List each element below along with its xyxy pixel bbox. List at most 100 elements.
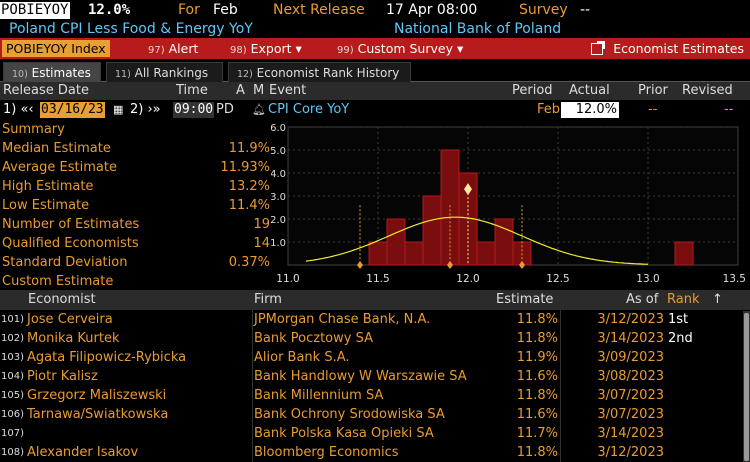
summary-row: Qualified Economists 14 — [2, 236, 270, 251]
event-name[interactable]: CPI Core YoY — [268, 102, 350, 117]
tab-economist-rank-history[interactable]: 12) Economist Rank History — [228, 62, 411, 82]
for-label: For — [178, 2, 200, 18]
histogram-bar — [674, 241, 694, 266]
economist-name[interactable]: Tarnawa/Swiatkowska — [27, 407, 169, 422]
col-economist[interactable]: Economist — [28, 292, 96, 307]
estimate-value: 11.8% — [516, 445, 558, 460]
histogram-bar — [422, 195, 442, 266]
calendar-icon[interactable]: ▦ — [113, 103, 124, 116]
security-header: POBIEYOY 12.0% For Feb Next Release 17 A… — [0, 0, 750, 21]
col-revised[interactable]: Revised — [682, 83, 733, 98]
economist-estimates-button[interactable]: Economist Estimates — [591, 38, 744, 59]
ticker[interactable]: POBIEYOY — [0, 2, 71, 19]
rank: 1st — [668, 312, 689, 327]
as-of-date: 3/07/2023 — [560, 405, 664, 424]
scrollbar-thumb[interactable] — [744, 313, 749, 461]
col-rank[interactable]: Rank — [667, 292, 700, 307]
index-label[interactable]: POBIEYOY Index — [2, 40, 110, 57]
time-input[interactable]: 09:00 — [173, 102, 215, 118]
scrollbar[interactable] — [743, 311, 750, 462]
as-of-date: 3/14/2023 — [560, 424, 664, 443]
as-of-date: 3/07/2023 — [560, 386, 664, 405]
export-button[interactable]: 98) Export ▾ — [230, 41, 302, 56]
table-row[interactable]: 107) Bank Polska Kasa Opieki SA 11.7% 3/14/… — [0, 424, 750, 443]
x-tick-label: 13.5 — [723, 273, 746, 285]
time-suffix: PD — [216, 102, 234, 117]
histogram-bar — [476, 241, 496, 266]
external-link-icon — [591, 41, 606, 55]
sort-ascending-icon[interactable]: ↑ — [712, 292, 723, 307]
economist-name[interactable]: Grzegorz Maliszewski — [27, 388, 167, 403]
x-tick-label: 11.5 — [366, 273, 389, 285]
table-row[interactable]: 106) Tarnawa/Swiatkowska Bank Ochrony Srod… — [0, 405, 750, 424]
table-row[interactable]: 108) Alexander Isakov Bloomberg Economics 1… — [0, 443, 750, 462]
release-date-input[interactable]: 03/16/23 — [40, 102, 105, 118]
table-row[interactable]: 102) Monika Kurtek Bank Pocztowy SA 11.8% 3/… — [0, 329, 750, 348]
economist-name[interactable]: Alexander Isakov — [27, 445, 139, 460]
table-row[interactable]: 105) Grzegorz Maliszewski Bank Millennium … — [0, 386, 750, 405]
col-release-date[interactable]: Release Date — [3, 83, 89, 98]
event-actual: 12.0% — [561, 102, 619, 118]
summary-panel: Summary Median Estimate 11.9% Average Est… — [0, 120, 271, 290]
toolbar: POBIEYOY Index 97) Alert 98) Export ▾ 99… — [0, 38, 750, 59]
table-row[interactable]: 104) Piotr Kalisz Bank Handlowy W Warszawi… — [0, 367, 750, 386]
y-tick-label: 1.0 — [271, 238, 286, 249]
x-tick-label: 12.5 — [546, 273, 569, 285]
prev-date-button[interactable]: 1) «‹ — [3, 102, 34, 117]
firm-name[interactable]: Bank Handlowy W Warszawie SA — [252, 367, 467, 386]
col-time[interactable]: Time — [176, 83, 208, 98]
estimate-distribution-chart: 1.0 2.0 3.0 4.0 5.0 6.0 11.0 11.5 12.0 12.5 13.0 13… — [271, 123, 746, 285]
as-of-date: 3/12/2023 — [560, 310, 664, 329]
economist-name[interactable]: Piotr Kalisz — [27, 369, 98, 384]
table-header: Economist Firm Estimate As of Rank ↑ — [0, 290, 750, 310]
col-firm[interactable]: Firm — [254, 292, 282, 307]
next-date-button[interactable]: 2) ›» — [130, 102, 161, 117]
next-release-label: Next Release — [273, 2, 365, 18]
bell-icon[interactable]: 🔔︎ — [252, 103, 266, 116]
col-actual[interactable]: Actual — [569, 83, 610, 98]
summary-title: Summary — [2, 122, 65, 137]
event-revised: -- — [724, 102, 734, 117]
firm-name[interactable]: Bank Ochrony Srodowiska SA — [252, 405, 445, 424]
firm-name[interactable]: Bloomberg Economics — [252, 443, 399, 462]
economist-name[interactable]: Agata Filipowicz-Rybicka — [27, 350, 187, 365]
col-estimate[interactable]: Estimate — [496, 292, 554, 307]
normal-distribution-curve — [305, 216, 649, 265]
table-row[interactable]: 103) Agata Filipowicz-Rybicka Alior Bank S… — [0, 348, 750, 367]
summary-row: Low Estimate 11.4% — [2, 198, 270, 213]
survey-label: Survey — [519, 2, 568, 18]
col-as-of[interactable]: As of — [626, 292, 659, 307]
source: National Bank of Poland — [394, 21, 562, 37]
as-of-date: 3/08/2023 — [560, 367, 664, 386]
row-number: 104) — [1, 371, 24, 382]
median-marker — [447, 261, 453, 269]
alert-button[interactable]: 97) Alert — [148, 41, 199, 56]
firm-name[interactable]: Bank Pocztowy SA — [252, 329, 373, 348]
firm-name[interactable]: Bank Millennium SA — [252, 386, 384, 405]
row-number: 101) — [1, 314, 24, 325]
histogram-bar — [368, 241, 388, 266]
y-tick-label: 5.0 — [271, 146, 286, 157]
summary-row[interactable]: Custom Estimate — [2, 274, 114, 289]
economist-name[interactable]: Monika Kurtek — [27, 331, 120, 346]
high-marker — [519, 261, 525, 269]
firm-name[interactable]: Bank Polska Kasa Opieki SA — [252, 424, 434, 443]
histogram-bar — [386, 218, 406, 266]
firm-name[interactable]: Alior Bank S.A. — [252, 348, 350, 367]
custom-survey-button[interactable]: 99) Custom Survey ▾ — [337, 41, 464, 56]
security-description: Poland CPI Less Food & Energy YoY Nation… — [0, 21, 750, 38]
col-event[interactable]: Event — [269, 83, 307, 98]
estimate-value: 11.7% — [516, 426, 558, 441]
for-value: Feb — [213, 2, 238, 18]
col-prior[interactable]: Prior — [638, 83, 668, 98]
event-row: 1) «‹ 03/16/23 ▦ 2) ›» 09:00 PD 🔔︎ CPI C… — [0, 100, 750, 120]
tab-all-rankings[interactable]: 11) All Rankings — [106, 62, 223, 82]
firm-name[interactable]: JPMorgan Chase Bank, N.A. — [252, 310, 431, 329]
x-tick-label: 13.0 — [636, 273, 659, 285]
tab-estimates[interactable]: 10) Estimates — [3, 62, 101, 82]
col-a[interactable]: A — [236, 83, 245, 98]
col-m[interactable]: M — [253, 83, 265, 98]
col-period[interactable]: Period — [512, 83, 553, 98]
economist-name[interactable]: Jose Cerveira — [27, 312, 113, 327]
table-row[interactable]: 101) Jose Cerveira JPMorgan Chase Bank, N.… — [0, 310, 750, 329]
